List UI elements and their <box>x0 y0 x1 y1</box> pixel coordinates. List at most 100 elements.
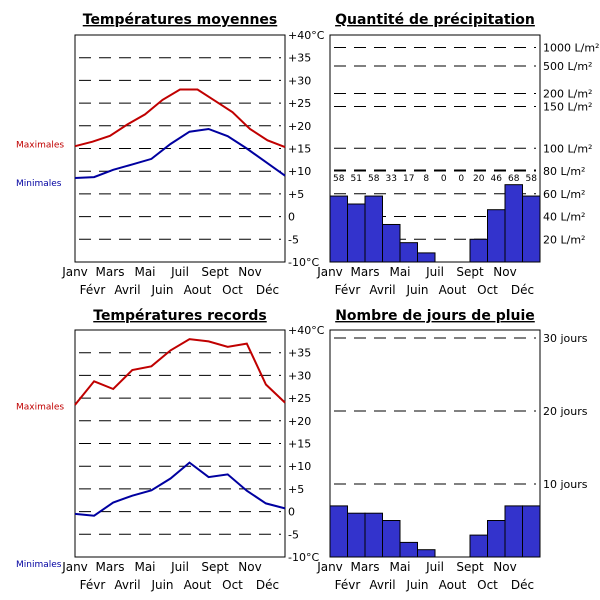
data-label: 17 <box>403 174 414 184</box>
x-tick-label: Mars <box>351 560 380 574</box>
x-tick-label: Janv <box>61 265 88 279</box>
legend-min: Minimales <box>16 179 62 189</box>
data-label: 0 <box>441 174 447 184</box>
bar <box>469 238 488 263</box>
x-tick-label: Juil <box>170 265 189 279</box>
series-line-min <box>74 461 286 517</box>
y-tick-label: +10 <box>288 165 311 178</box>
x-tick-label: Avril <box>369 578 395 592</box>
series-line-max <box>74 338 286 406</box>
chart-rain-days: Nombre de jours de pluie 10 jours 20 jour… <box>316 308 588 592</box>
bar <box>487 209 506 263</box>
y-tick-label: 20 jours <box>543 405 588 418</box>
x-tick-label: Janv <box>61 560 88 574</box>
bar <box>469 534 488 558</box>
x-tick-label: Nov <box>238 560 261 574</box>
bar <box>522 505 541 558</box>
x-tick-label: Juin <box>150 578 173 592</box>
data-label: 58 <box>333 174 345 184</box>
y-tick-label: 80 L/m² <box>543 165 585 178</box>
x-tick-label: Mai <box>134 265 155 279</box>
chart-title-precip: Quantité de précipitation <box>335 12 535 28</box>
y-tick-label: 0 <box>288 211 295 224</box>
x-tick-label: Sept <box>201 560 229 574</box>
y-tick-label: +20 <box>288 120 311 133</box>
x-tick-label: Juin <box>405 283 428 297</box>
chart-temp-avg: Températures moyennes -10°C -5 0 +5 +10 +15 +2… <box>16 12 325 297</box>
bar <box>347 512 366 558</box>
y-tick-label: +30 <box>288 369 311 382</box>
chart-title-temp-avg: Températures moyennes <box>83 12 278 28</box>
y-tick-label: 1000 L/m² <box>543 42 599 55</box>
y-tick-label: 10 jours <box>543 478 588 491</box>
plot-rain-days: 10 jours 20 jours 30 jours Janv Mars Mai Juil S… <box>316 329 588 592</box>
x-tick-label: Nov <box>493 265 516 279</box>
y-tick-label: +5 <box>288 188 304 201</box>
x-tick-label: Aout <box>184 283 212 297</box>
bar <box>364 195 383 263</box>
y-tick-label: -5 <box>288 528 299 541</box>
x-tick-label: Sept <box>456 265 484 279</box>
bar <box>487 520 506 558</box>
x-tick-label: Mai <box>389 560 410 574</box>
x-tick-label: Janv <box>316 560 343 574</box>
x-tick-label: Sept <box>456 560 484 574</box>
plot-frame <box>74 34 286 263</box>
x-tick-label: Mars <box>351 265 380 279</box>
plot-temp-rec: -10°C -5 0 +5 +10 +15 +20 +25 +30 +35 +40°C Maximal… <box>16 324 325 592</box>
legend-min: Minimales <box>16 560 62 570</box>
data-label: 58 <box>526 174 538 184</box>
bar <box>504 184 523 263</box>
y-tick-label: +25 <box>288 392 311 405</box>
bar <box>382 520 401 558</box>
data-label: 33 <box>386 174 397 184</box>
y-tick-label: 60 L/m² <box>543 188 585 201</box>
y-tick-label: 0 <box>288 506 295 519</box>
bar <box>399 541 418 558</box>
y-tick-label: 200 L/m² <box>543 88 592 101</box>
series-line-min <box>74 127 286 179</box>
x-tick-label: Févr <box>335 578 361 592</box>
data-label: 51 <box>351 174 362 184</box>
y-tick-label: 30 jours <box>543 332 588 345</box>
y-tick-label: +40°C <box>288 324 325 337</box>
x-tick-label: Aout <box>439 578 467 592</box>
x-tick-label: Juin <box>405 578 428 592</box>
bar <box>347 203 366 263</box>
x-tick-label: Aout <box>439 283 467 297</box>
x-tick-label: Mars <box>96 265 125 279</box>
x-tick-label: Juil <box>425 265 444 279</box>
y-tick-label: +35 <box>288 52 311 65</box>
chart-title-rain-days: Nombre de jours de pluie <box>335 308 535 324</box>
y-tick-label: +40°C <box>288 29 325 42</box>
y-tick-label: -10°C <box>288 256 319 269</box>
x-tick-label: Nov <box>493 560 516 574</box>
x-tick-label: Mai <box>389 265 410 279</box>
data-label: 46 <box>491 174 503 184</box>
bar <box>399 242 418 263</box>
y-tick-label: +25 <box>288 97 311 110</box>
x-tick-label: Oct <box>477 578 498 592</box>
bar <box>382 223 401 263</box>
chart-title-temp-rec: Températures records <box>93 308 266 324</box>
x-tick-label: Oct <box>477 283 498 297</box>
y-tick-label: +30 <box>288 74 311 87</box>
x-tick-label: Févr <box>80 283 106 297</box>
data-label: 0 <box>458 174 464 184</box>
x-tick-label: Oct <box>222 283 243 297</box>
x-tick-label: Déc <box>256 578 279 592</box>
data-label: 68 <box>508 174 520 184</box>
y-tick-label: -5 <box>288 233 299 246</box>
x-tick-label: Aout <box>184 578 212 592</box>
x-tick-label: Avril <box>114 283 140 297</box>
x-tick-label: Avril <box>369 283 395 297</box>
plot-precip: 20 L/m² 40 L/m² 60 L/m² 80 L/m² 100 L/m² 150 … <box>316 34 599 297</box>
y-tick-label: 40 L/m² <box>543 211 585 224</box>
y-tick-label: +15 <box>288 143 311 156</box>
bar <box>329 195 348 263</box>
x-tick-label: Juil <box>170 560 189 574</box>
x-tick-label: Nov <box>238 265 261 279</box>
x-tick-label: Janv <box>316 265 343 279</box>
data-label: 8 <box>423 174 429 184</box>
